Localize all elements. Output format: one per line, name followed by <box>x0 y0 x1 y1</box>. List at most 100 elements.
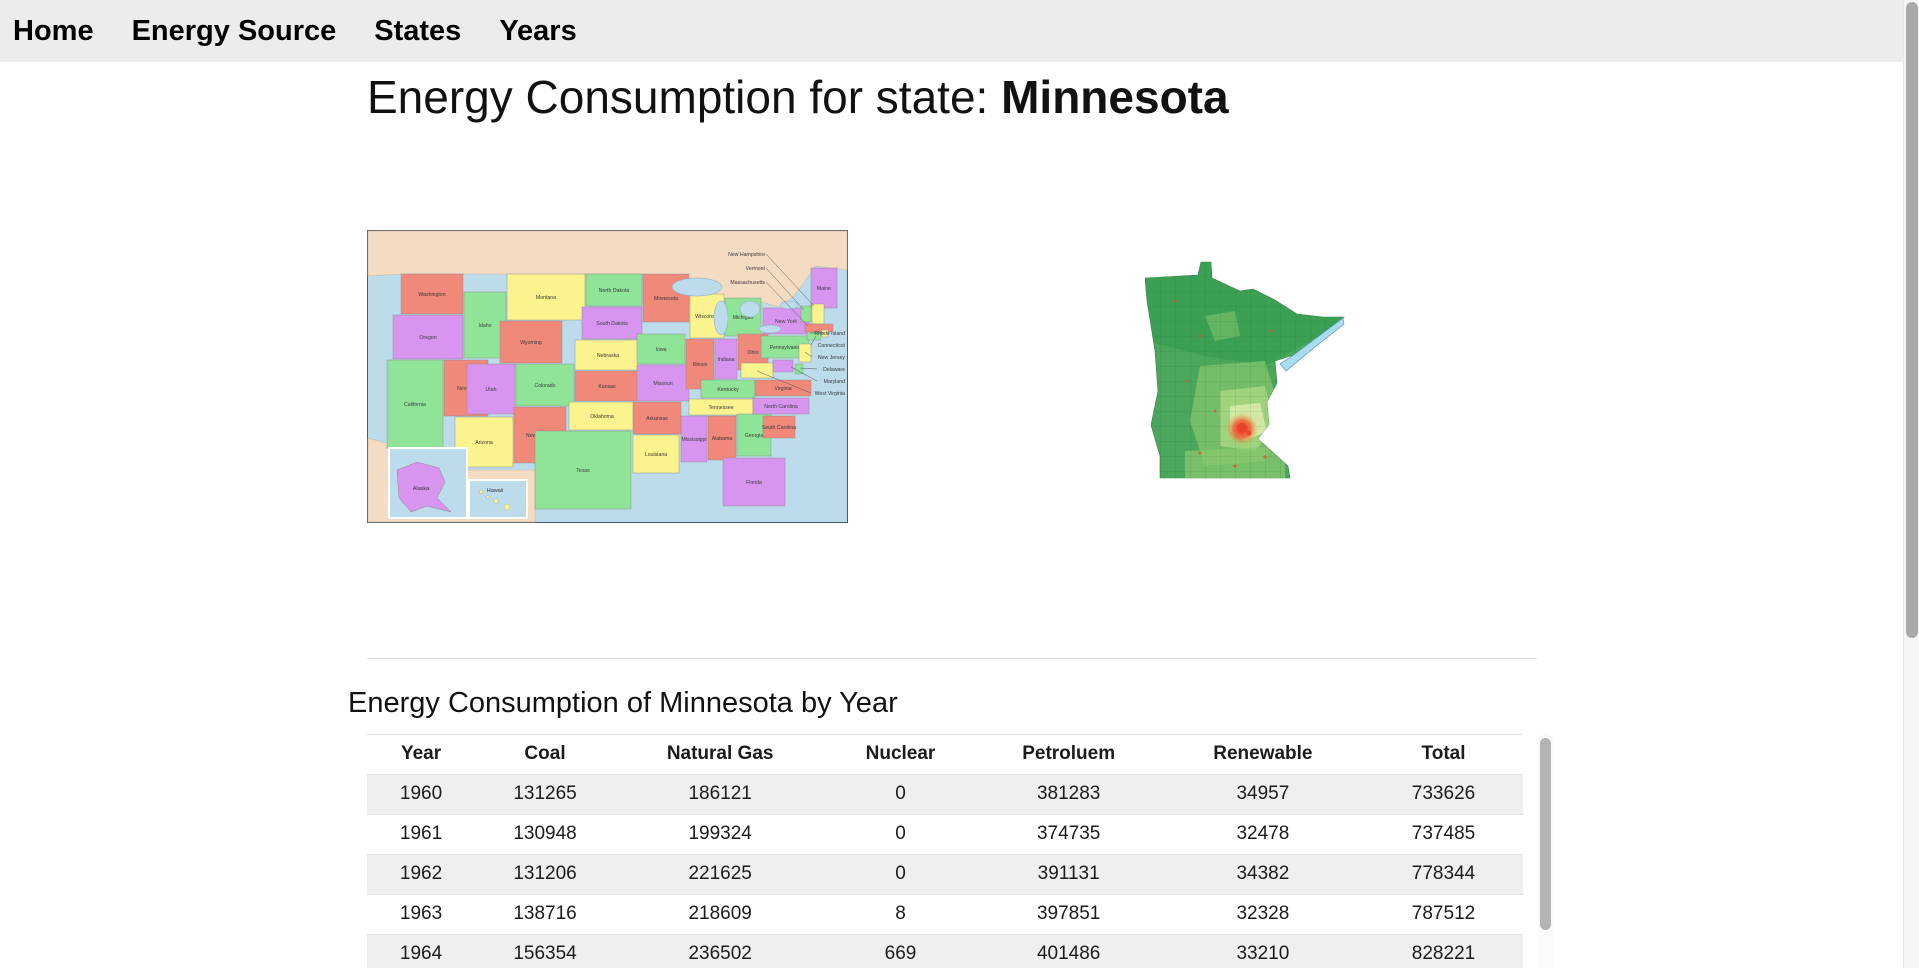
table-scrollbar-thumb[interactable] <box>1540 737 1551 930</box>
us-state-shape <box>636 333 686 365</box>
us-state-label: Ohio <box>748 350 759 356</box>
us-state-label: Wisconsin <box>695 314 719 320</box>
us-state-callout-label: New Jersey <box>818 355 846 361</box>
table-cell: 138716 <box>475 893 615 935</box>
table-cell: 1960 <box>367 773 476 815</box>
us-state-shape <box>632 434 680 474</box>
page-title-prefix: Energy Consumption for state: <box>367 71 1002 123</box>
section-divider <box>367 657 1537 659</box>
us-state-label: North Dakota <box>599 288 630 294</box>
nav-item-energy-source[interactable]: Energy Source <box>131 14 337 47</box>
us-state-callout-label: Massachusetts <box>730 280 765 286</box>
table-cell: 374735 <box>975 813 1162 855</box>
us-state-shape <box>581 306 643 340</box>
table-cell: 669 <box>825 933 976 968</box>
table-row: 1961 130948 199324 0 374735 32478 737485 <box>367 813 1523 855</box>
us-state-label: Kentucky <box>717 387 739 393</box>
page-scrollbar-track[interactable] <box>1903 0 1919 968</box>
us-state-label: Kansas <box>598 384 616 390</box>
column-header: Year <box>367 733 476 775</box>
us-state-shape <box>707 415 737 461</box>
us-state-label: California <box>404 402 426 408</box>
table-cell: 131206 <box>475 853 615 895</box>
page-title-state: Minnesota <box>1001 71 1229 123</box>
nav-item-years[interactable]: Years <box>499 14 577 47</box>
us-state-label: Idaho <box>479 323 492 329</box>
table-cell: 401486 <box>975 933 1162 968</box>
us-state-shape <box>714 338 738 380</box>
table-cell: 733626 <box>1364 773 1523 815</box>
table-cell: 8 <box>825 893 976 935</box>
us-states-map-image: Washington Oregon California Nevada Idaho Mon… <box>367 229 848 523</box>
us-state-label: Oklahoma <box>590 414 614 420</box>
us-state-shape <box>762 415 796 439</box>
us-state-label: Florida <box>746 480 762 486</box>
table-header-row: Year Coal Natural Gas Nuclear Petroluem Renew… <box>367 733 1523 775</box>
table-cell: 221625 <box>614 853 826 895</box>
us-state-shape <box>632 401 682 435</box>
nav-item-states[interactable]: States <box>374 14 462 47</box>
section-title: Energy Consumption of Minnesota by Year <box>348 686 898 719</box>
us-state-callout-label: Connecticut <box>818 343 846 349</box>
callout-leader-line <box>765 253 815 307</box>
us-state-label: Minnesota <box>654 296 678 302</box>
us-state-shape <box>821 329 829 338</box>
callout-leader-line <box>790 366 818 382</box>
table-cell: 1961 <box>367 813 476 855</box>
us-state-label: Utah <box>486 387 497 393</box>
us-state-shape <box>506 273 586 321</box>
us-state-label: Maine <box>817 286 831 292</box>
table-scroll-area[interactable]: Year Coal Natural Gas Nuclear Petroluem Renew… <box>367 733 1553 968</box>
us-state-label: Mississippi <box>681 437 706 443</box>
hawaii-inset: Hawaii <box>468 478 528 519</box>
us-state-label: Indiana <box>717 357 734 363</box>
us-state-label: Wyoming <box>520 340 542 346</box>
us-state-shape <box>798 343 812 363</box>
us-state-label: Michigan <box>733 315 754 321</box>
us-state-label: New York <box>775 319 797 325</box>
us-state-label: Arkansas <box>646 416 668 422</box>
us-state-shape <box>400 273 464 315</box>
column-header: Renewable <box>1161 733 1365 775</box>
column-header: Petroluem <box>975 733 1162 775</box>
us-state-label: Tennessee <box>708 405 733 411</box>
us-state-label: Alabama <box>712 436 733 442</box>
us-state-label: North Carolina <box>764 404 798 410</box>
table-cell: 778344 <box>1364 853 1523 895</box>
table-cell: 218609 <box>614 893 826 935</box>
table-scrollbar-track[interactable] <box>1538 733 1553 968</box>
us-state-shape <box>642 273 690 323</box>
us-state-shape <box>574 339 642 371</box>
table-cell: 1962 <box>367 853 476 895</box>
page-scrollbar-thumb[interactable] <box>1906 2 1918 638</box>
table-row: 1963 138716 218609 8 397851 32328 787512 <box>367 893 1523 935</box>
us-state-shape <box>534 430 632 510</box>
nav-item-home[interactable]: Home <box>13 14 94 47</box>
us-state-label: Georgia <box>745 433 764 439</box>
us-state-shape <box>722 457 786 507</box>
us-state-label: Oregon <box>419 335 436 341</box>
minnesota-map-image <box>1144 262 1345 479</box>
us-state-shape <box>754 379 812 397</box>
us-state-label: Texas <box>576 468 590 474</box>
main-container: Energy Consumption for state: Minnesota … <box>348 71 1553 968</box>
table-row: 1960 131265 186121 0 381283 34957 733626 <box>367 773 1523 815</box>
us-state-label: Nebraska <box>597 353 619 359</box>
us-state-label: South Carolina <box>762 425 796 431</box>
us-state-callout-label: West Virginia <box>815 391 845 397</box>
lake-superior <box>1278 317 1344 372</box>
callout-leader-line <box>756 370 812 394</box>
table-cell: 32328 <box>1161 893 1365 935</box>
us-map-column: Washington Oregon California Nevada Idaho Mon… <box>367 229 952 523</box>
table-cell: 381283 <box>975 773 1162 815</box>
great-lakes <box>671 277 799 336</box>
callout-leader-line <box>804 351 813 358</box>
table-row: 1964 156354 236502 669 401486 33210 828221 <box>367 933 1523 968</box>
us-state-shape <box>515 363 575 407</box>
us-state-shape <box>585 273 643 307</box>
svg-text:Hawaii: Hawaii <box>487 488 504 494</box>
us-state-callout-label: Maryland <box>824 379 845 385</box>
maps-row: Washington Oregon California Nevada Idaho Mon… <box>367 229 1537 523</box>
table-cell: 131265 <box>475 773 615 815</box>
us-state-label: Nevada <box>457 386 475 392</box>
